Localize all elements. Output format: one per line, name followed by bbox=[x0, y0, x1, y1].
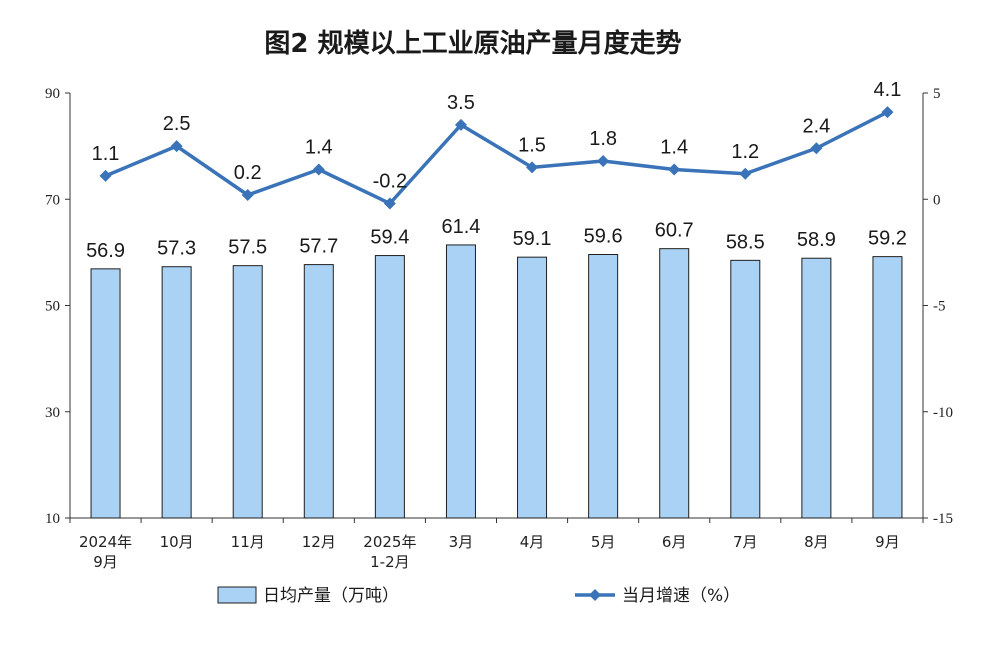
bar-data-label: 57.3 bbox=[157, 238, 196, 260]
left-tick-label: 10 bbox=[45, 511, 60, 527]
left-tick-label: 50 bbox=[45, 299, 60, 315]
x-category-label: 11月 bbox=[231, 533, 265, 551]
bar-data-label: 59.4 bbox=[370, 227, 409, 249]
bar-data-label: 57.5 bbox=[228, 237, 267, 259]
x-category-label: 3月 bbox=[449, 533, 474, 551]
bar-data-label: 59.2 bbox=[868, 228, 907, 250]
right-tick-label: -15 bbox=[933, 511, 953, 527]
line-point bbox=[810, 142, 823, 155]
x-category-label: 8月 bbox=[804, 533, 829, 551]
x-category-label: 6月 bbox=[662, 533, 687, 551]
line-data-label: 3.5 bbox=[447, 92, 475, 114]
x-category-label: 9月 bbox=[93, 553, 118, 571]
line-data-label: 1.1 bbox=[92, 143, 120, 165]
bar bbox=[90, 268, 121, 519]
line-data-label: 1.4 bbox=[660, 137, 688, 159]
bar bbox=[445, 244, 476, 519]
line-data-label: 0.2 bbox=[234, 162, 262, 184]
bar-data-label: 60.7 bbox=[655, 220, 694, 242]
bar-data-label: 58.5 bbox=[726, 231, 765, 253]
line-data-label: 1.2 bbox=[731, 141, 759, 163]
line-point bbox=[312, 163, 325, 176]
x-category-label: 4月 bbox=[520, 533, 545, 551]
growth-line bbox=[104, 110, 889, 206]
bar bbox=[303, 264, 334, 519]
x-category-label: 12月 bbox=[302, 533, 336, 551]
bar-data-label: 57.7 bbox=[299, 236, 338, 258]
line-data-label: 4.1 bbox=[874, 79, 902, 101]
x-category-label: 1-2月 bbox=[370, 553, 410, 571]
line-data-label: 1.4 bbox=[305, 137, 333, 159]
line-point bbox=[526, 161, 539, 174]
bar bbox=[517, 256, 548, 519]
line-data-label: 1.5 bbox=[518, 134, 546, 156]
left-tick-label: 90 bbox=[45, 86, 60, 102]
x-category-label: 5月 bbox=[591, 533, 616, 551]
bar bbox=[730, 259, 761, 519]
bar-data-label: 59.1 bbox=[513, 228, 552, 250]
line-data-label: 1.8 bbox=[589, 128, 617, 150]
line-point bbox=[241, 189, 254, 201]
line-data-label: -0.2 bbox=[373, 171, 407, 193]
line-point bbox=[99, 169, 112, 182]
bar bbox=[588, 254, 619, 519]
x-category-label: 2024年 bbox=[79, 533, 132, 551]
line-point bbox=[170, 140, 183, 153]
line-point bbox=[597, 155, 610, 167]
legend-bar-swatch bbox=[217, 586, 257, 604]
bar bbox=[801, 257, 832, 519]
left-tick-label: 70 bbox=[45, 192, 60, 208]
line-point bbox=[739, 167, 752, 180]
bar-data-label: 61.4 bbox=[441, 216, 480, 238]
bar bbox=[872, 256, 903, 519]
right-tick-label: -10 bbox=[933, 405, 953, 421]
bar bbox=[161, 266, 192, 519]
x-category-label: 7月 bbox=[733, 533, 758, 551]
x-category-label: 10月 bbox=[160, 533, 194, 551]
line-point bbox=[383, 197, 396, 210]
bar-data-label: 58.9 bbox=[797, 229, 836, 251]
x-category-label: 2025年 bbox=[363, 533, 416, 551]
legend-line-marker bbox=[589, 589, 601, 601]
bar bbox=[659, 248, 690, 519]
right-tick-label: 5 bbox=[933, 86, 941, 102]
line-point bbox=[454, 118, 467, 131]
line-data-label: 2.4 bbox=[802, 115, 830, 137]
right-tick-label: 0 bbox=[933, 192, 941, 208]
bar-data-label: 59.6 bbox=[584, 226, 623, 248]
legend-line-label: 当月增速（%） bbox=[622, 586, 740, 606]
bar bbox=[232, 265, 263, 519]
bar bbox=[374, 255, 405, 519]
line-data-label: 2.5 bbox=[163, 113, 191, 135]
line-point bbox=[668, 163, 681, 176]
x-category-label: 9月 bbox=[875, 533, 900, 551]
right-tick-label: -5 bbox=[933, 299, 946, 315]
bar-data-label: 56.9 bbox=[86, 240, 125, 262]
chart-title: 图2 规模以上工业原油产量月度走势 bbox=[264, 28, 681, 59]
left-tick-label: 30 bbox=[45, 405, 60, 421]
legend-bar-label: 日均产量（万吨） bbox=[263, 586, 399, 606]
line-point bbox=[881, 106, 894, 119]
